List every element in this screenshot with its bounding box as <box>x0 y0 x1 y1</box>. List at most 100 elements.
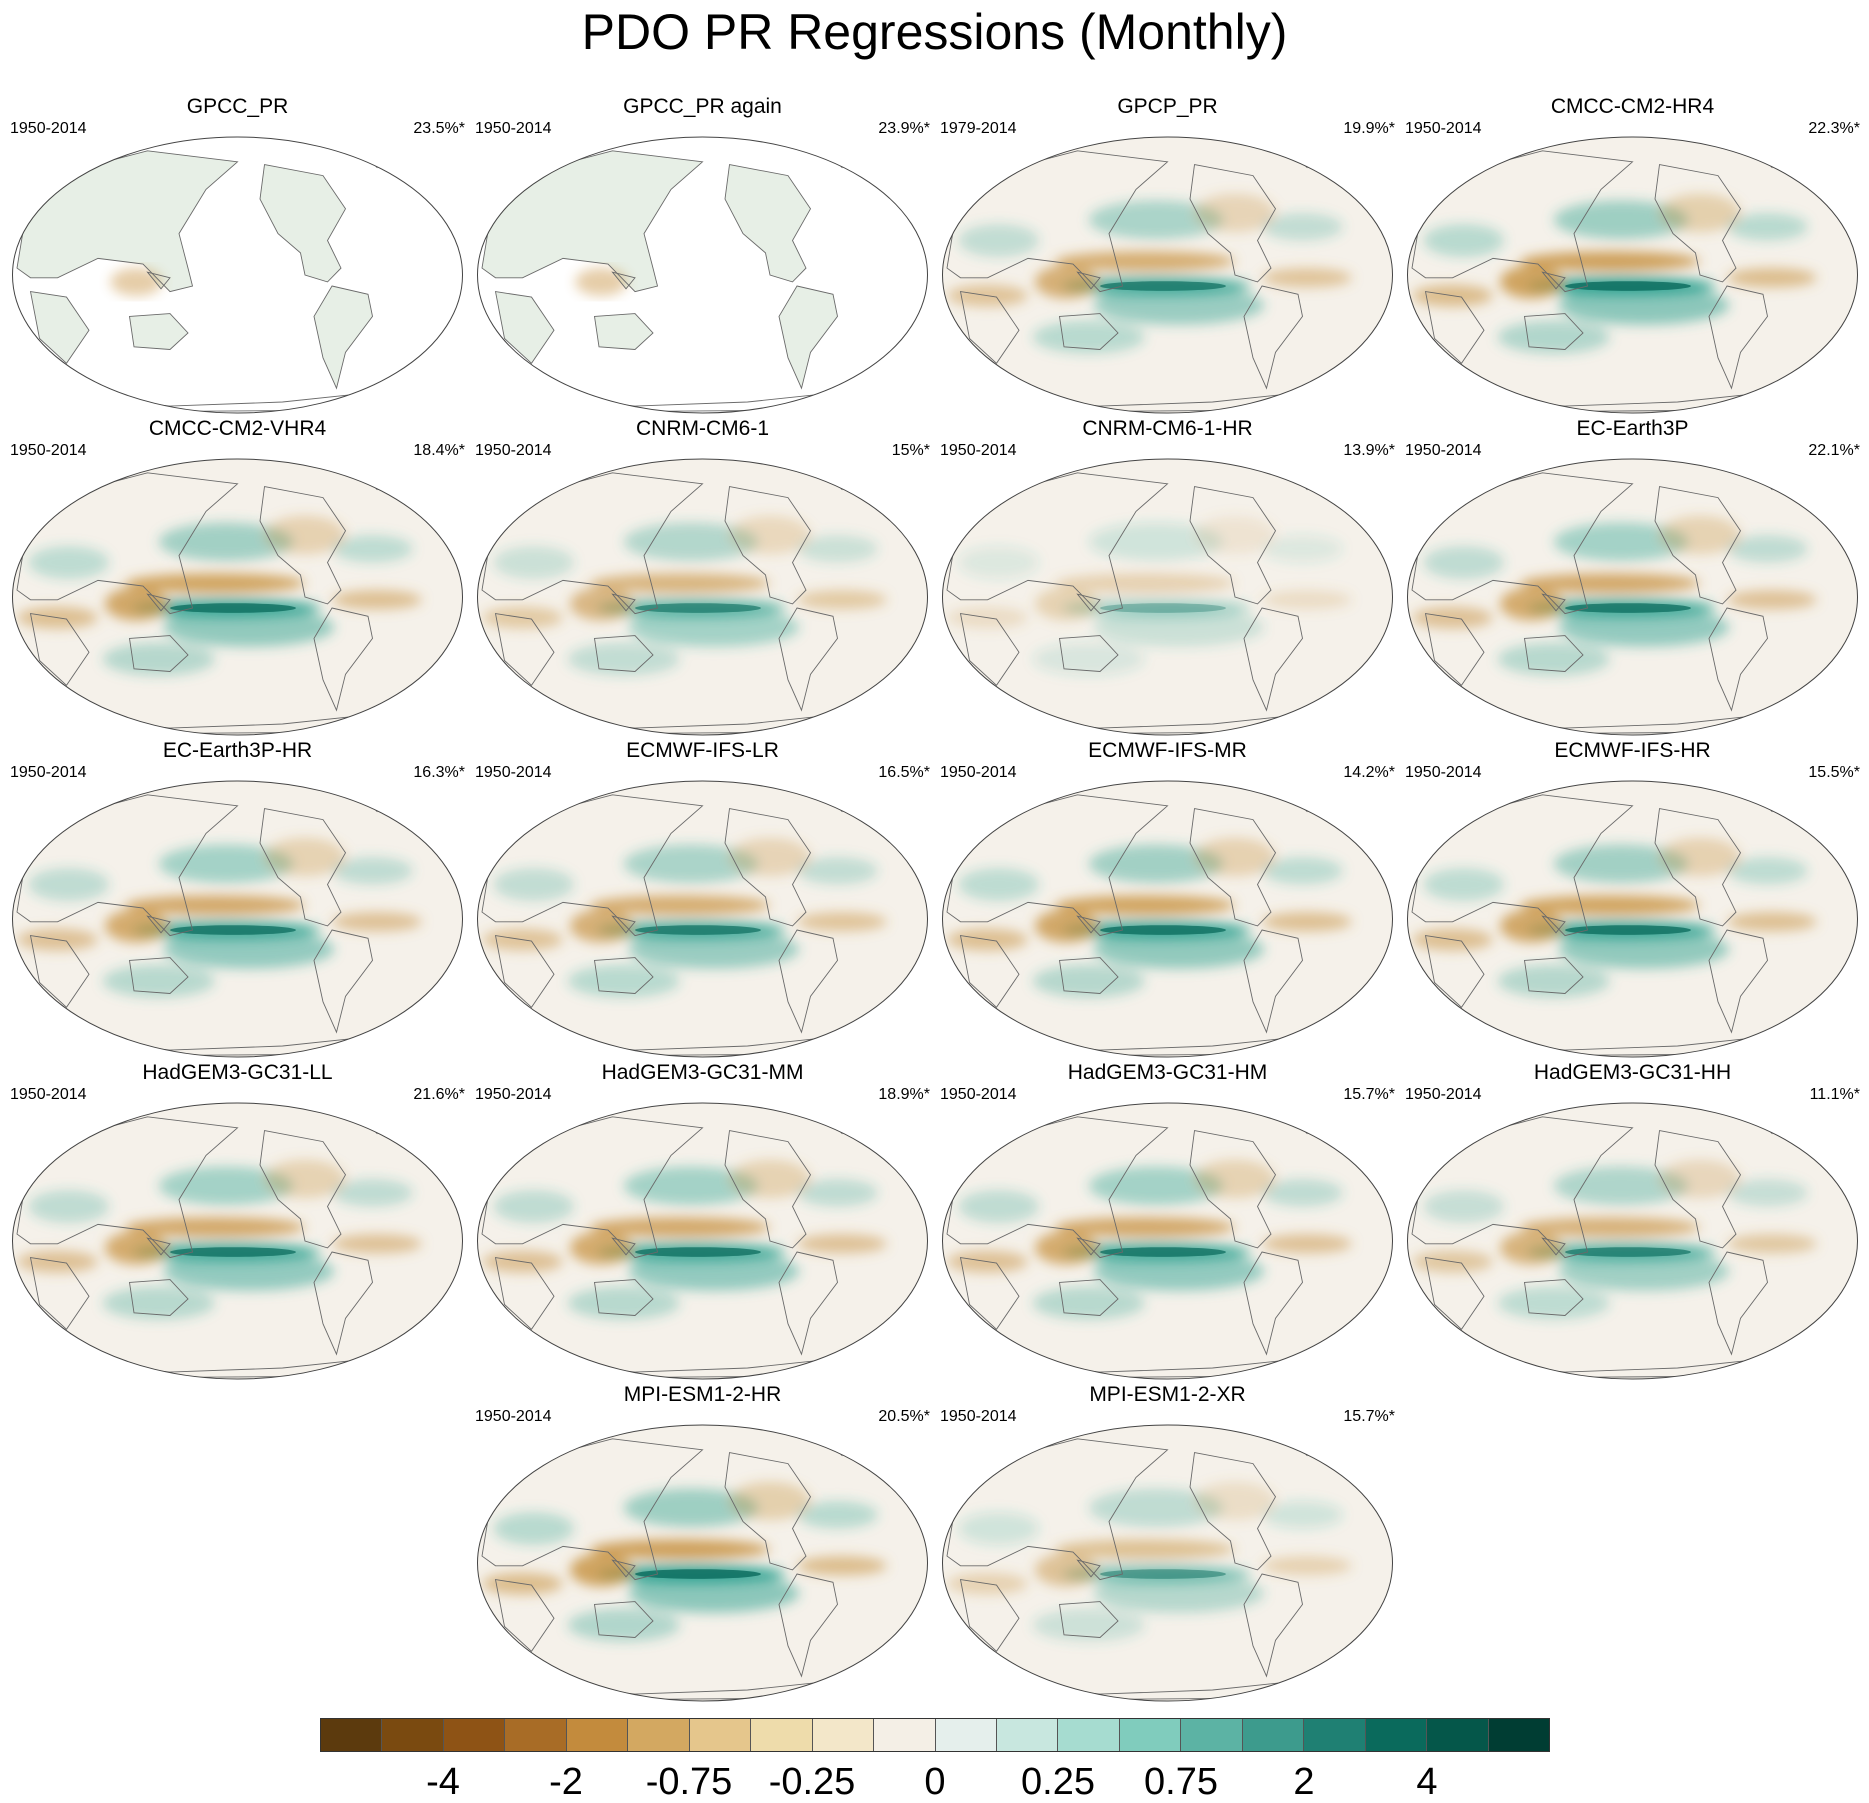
coastline <box>1076 271 1101 290</box>
land-anomaly <box>779 286 838 389</box>
coastline <box>494 613 555 686</box>
map-border <box>942 136 1393 414</box>
colorbar-swatch <box>874 1719 936 1751</box>
dry-anomaly <box>1055 1217 1235 1237</box>
wet-anomaly <box>1553 200 1689 240</box>
coastline <box>1411 794 1634 937</box>
coastline <box>959 935 1020 1008</box>
panel-title: GPCC_PR <box>186 95 289 118</box>
coastline <box>1243 929 1303 1034</box>
map-panel: HadGEM3-GC31-MM 1950-2014 18.9%* <box>475 1061 930 1381</box>
coastline <box>16 1116 239 1259</box>
coastline <box>959 1579 1020 1652</box>
wet-anomaly <box>1088 1166 1224 1206</box>
dry-anomaly <box>729 837 811 877</box>
coastline <box>29 613 90 686</box>
coastline <box>1424 935 1485 1008</box>
wet-anomaly <box>163 608 335 647</box>
wet-anomaly <box>1553 1166 1689 1206</box>
wet-anomaly <box>102 1286 215 1320</box>
wet-anomaly <box>493 867 575 902</box>
colorbar-swatch <box>505 1719 567 1751</box>
colorbar-swatch <box>1058 1719 1120 1751</box>
map-plot <box>477 1102 928 1380</box>
coastline <box>611 915 636 934</box>
coastline <box>1523 313 1584 350</box>
dry-anomaly <box>1499 1231 1563 1265</box>
dry-anomaly <box>1727 590 1817 610</box>
panel-title: HadGEM3-GC31-LL <box>142 1061 333 1084</box>
panel-variance-explained: 19.9%* <box>1343 120 1395 137</box>
dry-anomaly <box>590 1217 770 1237</box>
colorbar-swatch <box>751 1719 813 1751</box>
land-anomaly <box>495 291 554 364</box>
wet-anomaly <box>1262 534 1343 563</box>
colorbar-swatch <box>382 1719 444 1751</box>
coastline <box>611 593 636 612</box>
panel-period: 1950-2014 <box>940 1408 1017 1425</box>
map-panel: MPI-ESM1-2-XR 1950-2014 15.7%* <box>940 1383 1395 1703</box>
colorbar-tick-label: -2 <box>549 1761 583 1803</box>
panel-title: MPI-ESM1-2-HR <box>623 1383 782 1406</box>
wet-anomaly <box>628 608 800 647</box>
panel-title: EC-Earth3P-HR <box>162 739 313 762</box>
wet-anomaly <box>1553 522 1689 562</box>
coastline <box>1076 593 1101 612</box>
equatorial-wet-core <box>1565 281 1691 291</box>
map-panel: ECMWF-IFS-LR 1950-2014 16.5%* <box>475 739 930 1059</box>
coastline <box>724 164 812 283</box>
dry-anomaly <box>729 515 811 555</box>
wet-anomaly <box>1088 522 1224 562</box>
wet-anomaly <box>623 522 759 562</box>
wet-anomaly <box>158 522 294 562</box>
panel-period: 1950-2014 <box>10 1086 87 1103</box>
colorbar-tick-label: 4 <box>1416 1761 1438 1803</box>
dry-anomaly <box>1034 265 1098 299</box>
map-plot <box>12 458 463 736</box>
colorbar-swatch <box>1304 1719 1366 1751</box>
coastline <box>778 1573 838 1678</box>
wet-anomaly <box>1032 320 1145 354</box>
coastline <box>946 150 1169 293</box>
panel-variance-explained: 18.4%* <box>413 442 465 459</box>
coastline <box>128 635 189 672</box>
coastline <box>593 1601 654 1638</box>
coastline <box>1708 1251 1768 1356</box>
dry-anomaly <box>590 895 770 915</box>
wet-anomaly <box>1558 1252 1730 1291</box>
dry-anomaly <box>1499 909 1563 943</box>
dry-anomaly <box>1034 1231 1098 1265</box>
equatorial-wet-core <box>1100 281 1226 291</box>
coastline <box>593 1279 654 1316</box>
panel-variance-explained: 23.9%* <box>878 120 930 137</box>
dry-anomaly <box>1194 1481 1276 1521</box>
equatorial-wet-core <box>635 603 761 613</box>
wet-anomaly <box>958 223 1040 258</box>
equatorial-wet-core <box>1100 1247 1226 1257</box>
coastline <box>146 271 171 290</box>
map-border <box>1407 136 1858 414</box>
coastline <box>1058 635 1119 672</box>
colorbar-swatch <box>1242 1719 1305 1751</box>
panel-title: ECMWF-IFS-LR <box>626 739 779 762</box>
dry-anomaly <box>264 515 346 555</box>
panel-period: 1950-2014 <box>475 120 552 137</box>
panel-period: 1950-2014 <box>10 442 87 459</box>
coastline <box>313 285 373 390</box>
dry-anomaly <box>569 587 633 621</box>
panel-title: HadGEM3-GC31-HM <box>1067 1061 1268 1084</box>
colorbar-swatch <box>1365 1719 1428 1751</box>
dry-anomaly <box>729 1159 811 1199</box>
wet-anomaly <box>163 1252 335 1291</box>
panel-period: 1950-2014 <box>475 764 552 781</box>
coastline <box>1424 1257 1485 1330</box>
dry-anomaly <box>1055 573 1235 593</box>
panel-period: 1950-2014 <box>475 1408 552 1425</box>
wet-anomaly <box>1727 1178 1808 1207</box>
map-plot <box>477 1424 928 1702</box>
map-panel: ECMWF-IFS-HR 1950-2014 15.5%* <box>1405 739 1860 1059</box>
panel-period: 1950-2014 <box>1405 442 1482 459</box>
wet-anomaly <box>628 1252 800 1291</box>
wet-anomaly <box>1423 867 1505 902</box>
map-panel: HadGEM3-GC31-HH 1950-2014 11.1%* <box>1405 1061 1860 1381</box>
